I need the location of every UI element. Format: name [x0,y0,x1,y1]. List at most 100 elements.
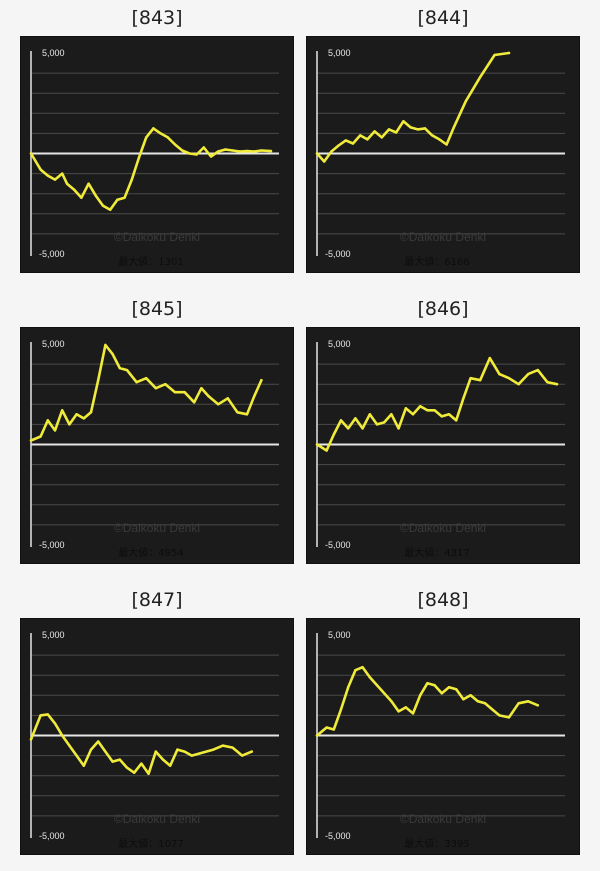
data-point [488,356,491,360]
data-point [65,182,69,185]
data-point [498,372,501,376]
data-point [423,127,427,130]
chart-svg: 5,000 -5,000 ©Daikoku Denki 最大値：4317 [315,339,565,559]
data-point [366,138,369,141]
series-line [315,665,540,737]
chart-panel-845: 5,000 -5,000 ©Daikoku Denki 最大値：4954 [20,327,294,564]
data-point [152,127,155,130]
chart-panel-844: 5,000 -5,000 ©Daikoku Denki 最大値：6166 [306,36,580,273]
chart-cell-845: [845] 5,000 -5,000 ©Daikoku Denki 最大値：4954 [20,291,294,564]
chart-title: [843] [131,7,183,29]
data-point [200,387,203,390]
watermark-text: ©Daikoku Denki [114,230,200,244]
data-point [241,754,244,757]
data-point [104,343,107,347]
data-point [29,738,33,741]
data-point [447,413,451,416]
data-point [46,174,49,177]
data-point [431,134,434,137]
data-point [68,744,71,747]
data-point [315,443,319,446]
data-point [61,172,64,175]
data-point [133,771,136,774]
data-point [197,752,201,755]
series-line [29,713,254,775]
data-point [397,427,400,430]
data-point [183,391,186,394]
data-point [440,415,443,418]
watermark-text: ©Daikoku Denki [400,521,486,535]
data-point [173,143,177,146]
data-point [493,53,496,57]
data-point [80,196,83,199]
data-point [253,395,256,398]
chart-cell-847: [847] 5,000 -5,000 ©Daikoku Denki 最大値：1077 [20,582,294,855]
data-point [145,136,148,139]
data-point [176,748,179,751]
data-point [469,694,472,697]
data-point [462,698,465,701]
data-point [145,376,148,380]
data-point [224,148,227,151]
data-point [375,684,379,687]
data-point [217,150,220,153]
data-point [455,419,458,422]
data-point [217,403,220,406]
data-point [231,149,234,152]
data-point [433,684,436,687]
data-point [536,704,539,707]
chart-cell-846: [846] 5,000 -5,000 ©Daikoku Denki 最大値：4317 [306,291,580,564]
series-line [29,127,273,212]
data-point [397,710,400,713]
data-point [205,750,208,753]
data-point [433,409,436,412]
chart-title: [845] [131,298,183,320]
data-point [111,352,114,356]
data-point [438,138,441,141]
data-point [75,413,78,416]
data-point [359,134,362,137]
data-point [380,136,383,139]
data-point [351,142,355,145]
data-point [368,413,371,416]
data-point [245,413,249,416]
data-point [337,144,340,147]
data-point [476,700,479,703]
data-point [507,51,511,55]
series-line [29,343,263,442]
data-point [39,435,42,438]
y-tick-label-bottom: -5,000 [325,540,351,550]
data-point [125,368,129,372]
data-point [507,716,511,719]
data-point [226,397,229,400]
data-point [354,668,357,672]
data-point [527,700,530,703]
y-tick-label-top: 5,000 [328,48,351,58]
data-point [315,152,319,155]
data-point [73,188,76,191]
data-point [383,421,386,424]
data-point [202,146,205,149]
data-point [409,126,412,129]
data-point [193,401,196,404]
data-point [236,411,239,414]
data-point [173,391,177,394]
data-point [527,372,530,376]
data-point [109,208,112,211]
data-point [195,153,198,156]
watermark-text: ©Daikoku Denki [114,521,200,535]
data-point [452,126,455,129]
data-point [464,100,467,103]
data-point [426,409,429,412]
data-point [89,411,93,414]
data-point [375,423,379,426]
chart-svg: 5,000 -5,000 ©Daikoku Denki 最大値：1077 [29,630,279,850]
max-value-label: 最大値：6166 [404,255,469,268]
data-point [260,149,263,152]
y-tick-label-top: 5,000 [42,630,65,640]
data-point [411,413,415,416]
max-value-label: 最大値：1077 [118,837,183,850]
data-point [82,764,85,767]
data-point [395,131,398,134]
